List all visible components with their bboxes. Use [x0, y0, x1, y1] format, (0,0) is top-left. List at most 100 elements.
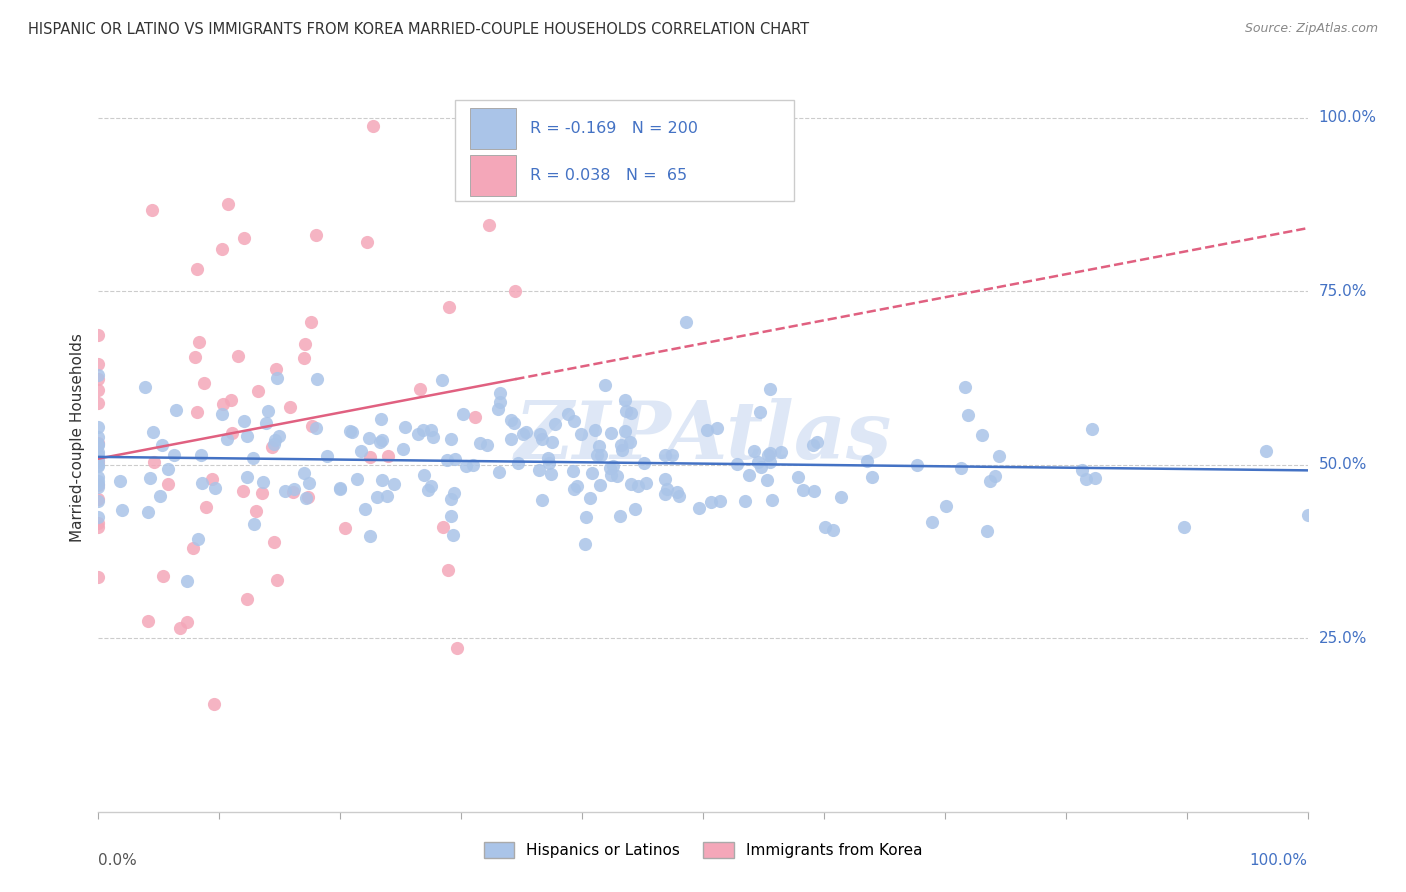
Point [215, 432, 238, 446]
Point [87, 430, 110, 444]
Point [281, 484, 304, 499]
Point [221, 392, 243, 407]
Point [409, 382, 432, 396]
Point [860, 470, 883, 484]
Point [262, 440, 284, 454]
Point [619, 435, 641, 450]
Point [814, 519, 837, 533]
Point [654, 472, 676, 486]
Point [709, 494, 731, 508]
Point [87, 492, 110, 507]
Point [588, 439, 610, 453]
Point [1084, 471, 1107, 485]
Point [329, 482, 352, 496]
Point [1074, 472, 1097, 486]
Point [661, 448, 683, 462]
Point [263, 437, 285, 451]
Point [606, 469, 628, 483]
Point [443, 485, 465, 500]
Point [540, 434, 562, 449]
Point [747, 455, 769, 469]
Text: ZIPAtlas: ZIPAtlas [515, 399, 891, 475]
Point [921, 515, 943, 529]
Point [87, 396, 110, 410]
Point [759, 382, 782, 396]
Point [87, 477, 110, 491]
Point [195, 500, 218, 515]
Point [87, 516, 110, 530]
Point [136, 615, 159, 629]
Point [748, 405, 770, 419]
Text: R = 0.038   N =  65: R = 0.038 N = 65 [530, 169, 688, 183]
Point [761, 493, 783, 508]
Point [957, 408, 980, 422]
Point [350, 443, 373, 458]
Point [613, 424, 636, 438]
Point [236, 470, 259, 484]
Point [87, 478, 110, 492]
Point [142, 425, 165, 440]
Text: 100.0%: 100.0% [1250, 853, 1308, 868]
Point [141, 203, 163, 218]
Point [169, 621, 191, 635]
Point [292, 466, 315, 480]
Point [340, 425, 363, 440]
Point [371, 473, 394, 487]
Point [668, 489, 690, 503]
Point [181, 541, 204, 555]
Point [359, 450, 381, 464]
Point [600, 468, 623, 483]
Point [221, 425, 243, 440]
Point [243, 517, 266, 532]
Point [204, 481, 226, 495]
Point [742, 443, 765, 458]
Point [269, 429, 291, 443]
Point [610, 443, 633, 458]
Point [567, 479, 589, 493]
Point [87, 455, 110, 469]
Point [232, 231, 254, 245]
Point [87, 437, 110, 451]
Point [446, 640, 468, 655]
Text: Source: ZipAtlas.com: Source: ZipAtlas.com [1244, 22, 1378, 36]
Text: R = -0.169   N = 200: R = -0.169 N = 200 [530, 120, 699, 136]
Point [657, 482, 679, 496]
Point [274, 484, 297, 499]
Point [264, 362, 287, 376]
Point [1173, 519, 1195, 533]
Point [1296, 508, 1319, 522]
Point [87, 570, 110, 584]
Point [211, 242, 233, 256]
Point [806, 435, 828, 450]
Point [461, 458, 484, 472]
Point [163, 448, 186, 462]
Point [211, 407, 233, 421]
Point [581, 466, 603, 480]
Point [305, 420, 328, 434]
Point [211, 397, 233, 411]
Point [111, 502, 134, 516]
Point [830, 491, 852, 505]
Point [264, 434, 287, 448]
Point [506, 456, 529, 470]
Point [540, 467, 562, 481]
Point [108, 474, 131, 488]
Point [299, 314, 322, 328]
Point [602, 459, 624, 474]
Point [354, 501, 377, 516]
Point [1070, 463, 1092, 477]
Point [201, 472, 224, 486]
Point [696, 423, 718, 437]
Point [191, 475, 214, 490]
Point [620, 477, 643, 491]
Point [412, 423, 434, 437]
Point [301, 419, 323, 434]
Point [254, 416, 277, 430]
Point [263, 534, 285, 549]
Point [298, 475, 321, 490]
Point [600, 425, 623, 440]
Point [366, 490, 388, 504]
Point [440, 509, 463, 524]
Point [392, 442, 415, 456]
Point [418, 483, 440, 497]
